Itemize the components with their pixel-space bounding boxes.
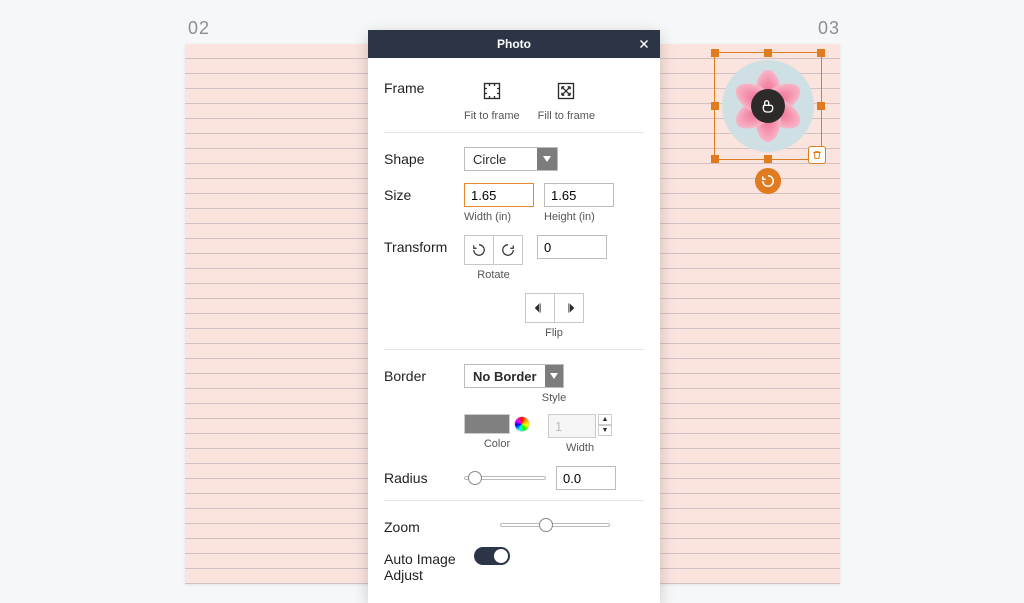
fill-to-frame-button[interactable] bbox=[546, 76, 586, 106]
page-number-left: 02 bbox=[188, 18, 210, 39]
row-size: Size Width (in) Height (in) bbox=[384, 175, 644, 227]
auto-adjust-toggle[interactable] bbox=[474, 547, 510, 565]
rotate-cw-button[interactable] bbox=[493, 235, 523, 265]
border-width-label: Width bbox=[566, 442, 594, 454]
rotate-ccw-button[interactable] bbox=[464, 235, 494, 265]
radius-input[interactable] bbox=[556, 466, 616, 490]
resize-handle[interactable] bbox=[764, 155, 772, 163]
rotation-input[interactable] bbox=[537, 235, 607, 259]
shape-label: Shape bbox=[384, 147, 464, 167]
stepper-down[interactable]: ▼ bbox=[598, 425, 612, 436]
photo-panel: Photo Frame Fit to frame bbox=[368, 30, 660, 603]
resize-handle[interactable] bbox=[711, 102, 719, 110]
border-color-picker[interactable] bbox=[464, 414, 530, 434]
radius-label: Radius bbox=[384, 466, 464, 486]
color-wheel-icon bbox=[514, 416, 530, 432]
transform-label: Transform bbox=[384, 235, 464, 255]
fit-to-frame-button[interactable] bbox=[472, 76, 512, 106]
flip-horizontal-button[interactable] bbox=[525, 293, 555, 323]
resize-handle[interactable] bbox=[817, 102, 825, 110]
row-border: Border No Border Style Color bbox=[384, 349, 644, 458]
page-number-right: 03 bbox=[818, 18, 840, 39]
chevron-down-icon bbox=[545, 365, 563, 387]
border-style-select[interactable]: No Border bbox=[464, 364, 564, 388]
resize-handle[interactable] bbox=[711, 155, 719, 163]
fill-label: Fill to frame bbox=[538, 110, 595, 122]
radius-slider[interactable] bbox=[464, 468, 546, 488]
border-style-value: No Border bbox=[465, 369, 545, 384]
stepper-up[interactable]: ▲ bbox=[598, 414, 612, 425]
close-button[interactable] bbox=[634, 34, 654, 54]
border-width-value: 1 bbox=[548, 414, 596, 438]
border-width-stepper[interactable]: 1 ▲ ▼ bbox=[548, 414, 612, 438]
border-style-label: Style bbox=[542, 392, 566, 404]
width-input[interactable] bbox=[464, 183, 534, 207]
rotate-label: Rotate bbox=[477, 269, 509, 281]
zoom-slider[interactable] bbox=[500, 515, 610, 535]
border-color-label: Color bbox=[484, 438, 510, 450]
zoom-label: Zoom bbox=[384, 515, 464, 535]
row-zoom: Zoom bbox=[384, 500, 644, 539]
width-label: Width (in) bbox=[464, 211, 511, 223]
size-label: Size bbox=[384, 183, 464, 203]
row-transform: Transform Rotate bbox=[384, 227, 644, 343]
panel-header: Photo bbox=[368, 30, 660, 58]
shape-value: Circle bbox=[465, 152, 537, 167]
height-label: Height (in) bbox=[544, 211, 595, 223]
delete-button[interactable] bbox=[808, 146, 826, 164]
flip-label: Flip bbox=[545, 327, 563, 339]
auto-adjust-label: Auto Image Adjust bbox=[384, 547, 474, 583]
row-auto-adjust: Auto Image Adjust bbox=[384, 539, 644, 587]
panel-title: Photo bbox=[497, 37, 531, 51]
row-frame: Frame Fit to frame F bbox=[384, 68, 644, 126]
row-shape: Shape Circle bbox=[384, 132, 644, 175]
resize-handle[interactable] bbox=[711, 49, 719, 57]
selection-outline bbox=[714, 52, 822, 160]
selected-photo[interactable] bbox=[714, 52, 822, 160]
frame-label: Frame bbox=[384, 76, 464, 96]
resize-handle[interactable] bbox=[764, 49, 772, 57]
flip-vertical-button[interactable] bbox=[554, 293, 584, 323]
row-radius: Radius bbox=[384, 458, 644, 494]
rotate-button[interactable] bbox=[755, 168, 781, 194]
height-input[interactable] bbox=[544, 183, 614, 207]
color-swatch bbox=[464, 414, 510, 434]
shape-select[interactable]: Circle bbox=[464, 147, 558, 171]
border-label: Border bbox=[384, 364, 464, 384]
chevron-down-icon bbox=[537, 148, 557, 170]
resize-handle[interactable] bbox=[817, 49, 825, 57]
fit-label: Fit to frame bbox=[464, 110, 520, 122]
